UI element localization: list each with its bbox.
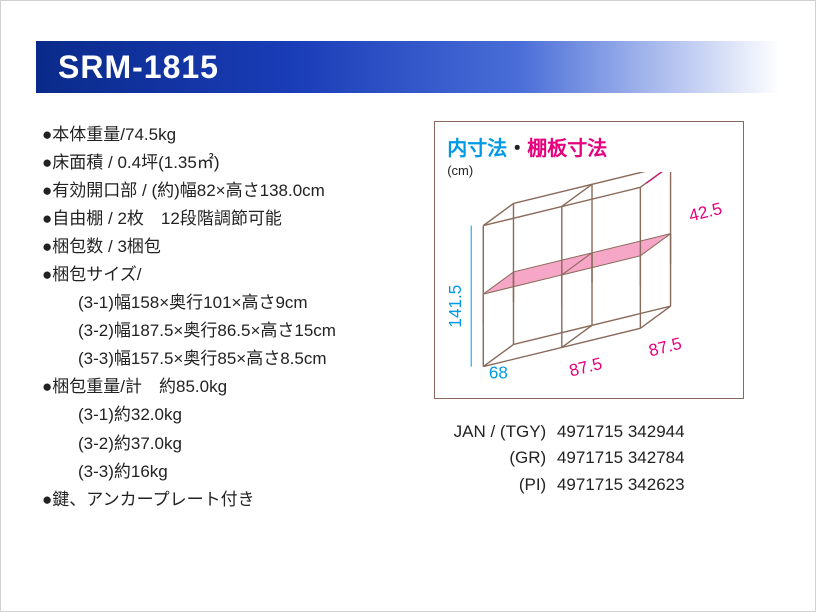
spec-subrow: (3-2)幅187.5×奥行86.5×高さ15cm xyxy=(42,317,424,345)
spec-text: 梱包サイズ/ xyxy=(52,265,141,284)
bullet-icon: ● xyxy=(42,177,52,205)
jan-row: JAN / (TGY) 4971715 342944 xyxy=(442,419,780,445)
spec-text: (3-3)約16kg xyxy=(78,462,168,481)
spec-text: 本体重量/74.5kg xyxy=(52,125,176,144)
jan-row: (PI) 4971715 342623 xyxy=(442,472,780,498)
spec-list: ●本体重量/74.5kg ●床面積 / 0.4坪(1.35㎡) ●有効開口部 /… xyxy=(36,121,424,514)
spec-text: (3-2)幅187.5×奥行86.5×高さ15cm xyxy=(78,321,336,340)
spec-subrow: (3-3)幅157.5×奥行85×高さ8.5cm xyxy=(42,345,424,373)
spec-text: (3-2)約37.0kg xyxy=(78,434,182,453)
spec-subrow: (3-3)約16kg xyxy=(42,458,424,486)
spec-row: ●床面積 / 0.4坪(1.35㎡) xyxy=(42,149,424,177)
bullet-icon: ● xyxy=(42,233,52,261)
spec-row: ●有効開口部 / (約)幅82×高さ138.0cm xyxy=(42,177,424,205)
bullet-icon: ● xyxy=(42,373,52,401)
jan-label: (PI) xyxy=(442,472,546,498)
bullet-icon: ● xyxy=(42,149,52,177)
spec-row: ●自由棚 / 2枚 12段階調節可能 xyxy=(42,205,424,233)
spec-subrow: (3-2)約37.0kg xyxy=(42,430,424,458)
jan-code: 4971715 342784 xyxy=(551,445,685,471)
jan-codes: JAN / (TGY) 4971715 342944 (GR) 4971715 … xyxy=(434,419,780,498)
jan-label: JAN / (TGY) xyxy=(442,419,546,445)
bullet-icon: ● xyxy=(42,486,52,514)
spec-text: (3-1)約32.0kg xyxy=(78,405,182,424)
jan-label: (GR) xyxy=(442,445,546,471)
dimension-diagram: 内寸法・棚板寸法 (cm) 141.5 68 87.5 87.5 42.5 xyxy=(434,121,744,399)
svg-text:42.5: 42.5 xyxy=(687,199,724,225)
diagram-title: 内寸法・棚板寸法 xyxy=(447,132,731,161)
jan-row: (GR) 4971715 342784 xyxy=(442,445,780,471)
spec-text: (3-1)幅158×奥行101×高さ9cm xyxy=(78,293,308,312)
spec-row: ●鍵、アンカープレート付き xyxy=(42,486,424,514)
jan-code: 4971715 342623 xyxy=(551,472,685,498)
product-model-title: SRM-1815 xyxy=(58,49,219,86)
right-column: 内寸法・棚板寸法 (cm) 141.5 68 87.5 87.5 42.5 JA… xyxy=(424,121,780,514)
spec-text: (3-3)幅157.5×奥行85×高さ8.5cm xyxy=(78,349,327,368)
content-area: ●本体重量/74.5kg ●床面積 / 0.4坪(1.35㎡) ●有効開口部 /… xyxy=(36,121,780,514)
svg-text:87.5: 87.5 xyxy=(647,334,684,360)
spec-text: 鍵、アンカープレート付き xyxy=(52,490,254,509)
svg-text:87.5: 87.5 xyxy=(567,354,604,380)
jan-code: 4971715 342944 xyxy=(551,419,685,445)
spec-text: 自由棚 / 2枚 12段階調節可能 xyxy=(52,209,282,228)
spec-text: 梱包数 / 3梱包 xyxy=(52,237,161,256)
svg-text:141.5: 141.5 xyxy=(446,285,465,328)
spec-row: ●本体重量/74.5kg xyxy=(42,121,424,149)
bullet-icon: ● xyxy=(42,121,52,149)
bullet-icon: ● xyxy=(42,261,52,289)
spec-row: ●梱包数 / 3梱包 xyxy=(42,233,424,261)
diagram-svg: 141.5 68 87.5 87.5 42.5 xyxy=(443,172,735,390)
diagram-title-inner: 内寸法 xyxy=(447,138,507,160)
spec-text: 有効開口部 / (約)幅82×高さ138.0cm xyxy=(52,181,325,200)
spec-subrow: (3-1)約32.0kg xyxy=(42,401,424,429)
diagram-title-sep: ・ xyxy=(507,138,527,160)
spec-row: ●梱包サイズ/ xyxy=(42,261,424,289)
spec-subrow: (3-1)幅158×奥行101×高さ9cm xyxy=(42,289,424,317)
spec-text: 床面積 / 0.4坪(1.35㎡) xyxy=(52,153,219,172)
spec-row: ●梱包重量/計 約85.0kg xyxy=(42,373,424,401)
svg-text:68: 68 xyxy=(489,364,508,383)
spec-text: 梱包重量/計 約85.0kg xyxy=(52,377,227,396)
diagram-title-shelf: 棚板寸法 xyxy=(527,138,607,160)
bullet-icon: ● xyxy=(42,205,52,233)
header-bar: SRM-1815 xyxy=(36,41,780,93)
